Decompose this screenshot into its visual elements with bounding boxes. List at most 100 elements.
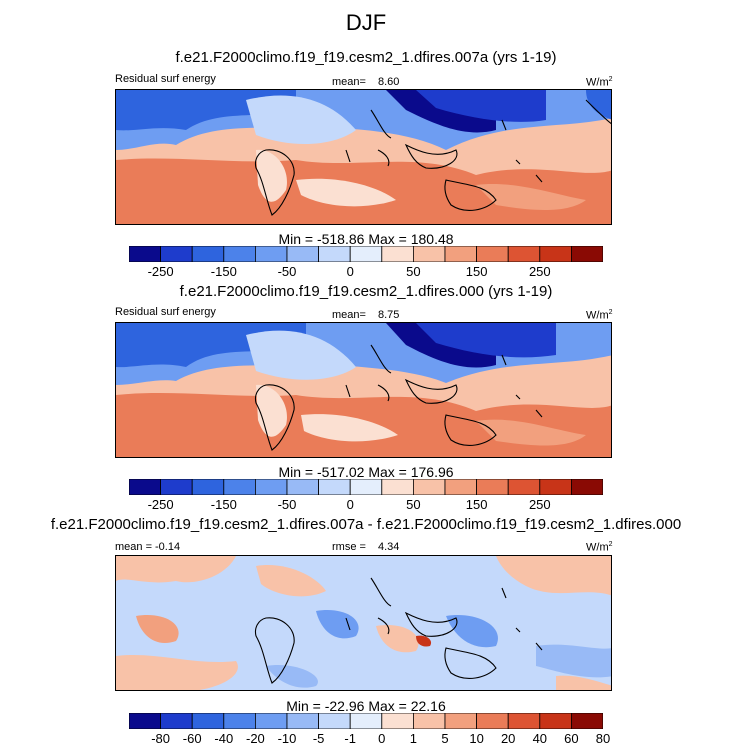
panel2-colorbar-swatches [128,478,604,496]
panel3-units: W/m2 [586,541,613,554]
panel3-colorbar [128,712,604,730]
panel3-field [116,556,611,690]
colorbar-swatch [570,245,604,263]
colorbar-swatch [507,245,541,263]
colorbar-tick-label: -250 [147,264,174,279]
colorbar-tick-label: -150 [210,497,237,512]
colorbar-swatch [318,712,351,730]
colorbar-swatch [318,478,351,496]
colorbar-swatch [286,478,320,496]
colorbar-tick-label: 150 [465,264,488,279]
panel3-rmse-label: rmse = [332,541,366,553]
panel1-mean-value: 8.60 [378,76,400,88]
colorbar-swatch [444,478,478,496]
colorbar-tick-label: -60 [182,731,202,746]
colorbar-swatch [255,245,288,263]
colorbar-swatch [160,245,193,263]
panel3-rmse-value: 4.34 [378,541,400,553]
panel3-map [115,555,612,691]
colorbar-tick-label: -1 [344,731,356,746]
colorbar-tick-label: 0 [346,497,354,512]
colorbar-swatch [539,245,572,263]
colorbar-swatch [476,245,509,263]
colorbar-swatch [381,245,414,263]
panel1-units: W/m2 [586,76,613,89]
colorbar-tick-label: 250 [528,264,551,279]
panel3-title: f.e21.F2000climo.f19_f19.cesm2_1.dfires.… [50,516,682,533]
colorbar-swatch [476,712,509,730]
panel3-stats: Min = -22.96 Max = 22.16 [286,698,446,714]
colorbar-swatch [255,478,288,496]
panel3-mean-value: -0.14 [155,541,181,553]
colorbar-tick-label: 0 [378,731,386,746]
colorbar-tick-label: 50 [406,497,421,512]
colorbar-tick-label: -250 [147,497,174,512]
colorbar-swatch [349,478,383,496]
colorbar-tick-label: -50 [277,497,297,512]
colorbar-swatch [444,245,478,263]
colorbar-tick-label: -80 [151,731,170,746]
colorbar-swatch [412,478,446,496]
panel1-mean-label: mean= [332,76,366,88]
colorbar-swatch [539,712,572,730]
panel1-colorbar-swatches [128,245,604,263]
colorbar-swatch [381,478,414,496]
colorbar-tick-label: -50 [277,264,297,279]
colorbar-tick-label: -150 [210,264,237,279]
colorbar-tick-label: 1 [409,731,418,746]
colorbar-tick-label: 40 [532,731,548,746]
colorbar-tick-label: 5 [441,731,449,746]
figure-title: DJF [345,10,387,35]
panel2-title: f.e21.F2000climo.f19_f19.cesm2_1.dfires.… [179,283,553,300]
colorbar-swatch [255,712,288,730]
panel1-stats: Min = -518.86 Max = 180.48 [278,231,454,247]
panel1-map [115,89,612,225]
colorbar-swatch [128,712,162,730]
panel2-mean-label: mean= [332,309,366,321]
panel2-stats: Min = -517.02 Max = 176.96 [278,464,454,480]
colorbar-tick-label: 250 [528,497,551,512]
panel1-title: f.e21.F2000climo.f19_f19.cesm2_1.dfires.… [175,49,557,66]
colorbar-swatch [223,712,256,730]
colorbar-swatch [444,712,478,730]
colorbar-swatch [349,712,383,730]
panel2-map [115,322,612,458]
colorbar-swatch [349,245,383,263]
colorbar-tick-label: -5 [312,731,325,746]
colorbar-swatch [412,245,446,263]
colorbar-swatch [570,478,604,496]
colorbar-tick-label: 10 [469,731,484,746]
colorbar-tick-label: 20 [500,731,516,746]
colorbar-swatch [128,245,162,263]
colorbar-swatch [191,712,225,730]
panel1-colorbar [128,245,604,263]
colorbar-swatch [412,712,446,730]
colorbar-tick-label: 150 [465,497,488,512]
panel2-variable-label: Residual surf energy [115,306,216,318]
colorbar-tick-label: -20 [245,731,265,746]
colorbar-swatch [570,712,604,730]
colorbar-swatch [128,478,162,496]
colorbar-tick-label: 0 [346,264,354,279]
colorbar-swatch [286,245,320,263]
panel3-colorbar-swatches [128,712,604,730]
colorbar-swatch [223,478,256,496]
panel3-mean-label: mean = [115,541,152,553]
colorbar-swatch [318,245,351,263]
colorbar-tick-label: 50 [406,264,421,279]
panel2-colorbar [128,478,604,496]
panel2-units: W/m2 [586,309,613,322]
colorbar-swatch [539,478,572,496]
panel1-variable-label: Residual surf energy [115,73,216,85]
panel2-mean-value: 8.75 [378,309,400,321]
colorbar-tick-label: -40 [214,731,234,746]
colorbar-swatch [507,478,541,496]
colorbar-swatch [160,712,193,730]
colorbar-tick-label: 60 [564,731,579,746]
colorbar-swatch [507,712,541,730]
colorbar-swatch [191,245,225,263]
colorbar-tick-label: 80 [595,731,611,746]
panel2-field [116,323,611,457]
colorbar-swatch [286,712,320,730]
